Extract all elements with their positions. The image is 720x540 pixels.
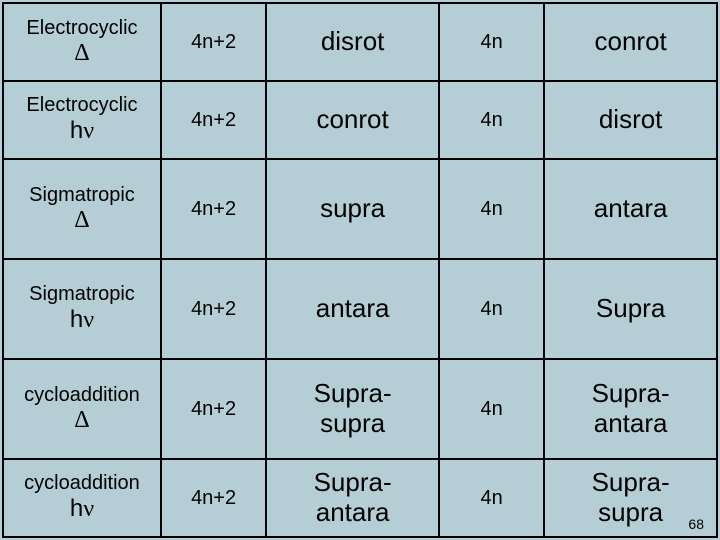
table-cell: 4n+2 <box>161 3 266 81</box>
cell-line2: antara <box>269 498 436 528</box>
cell-title: Electrocyclic <box>6 17 158 40</box>
table-cell: antara <box>266 259 439 359</box>
table-cell: 4n+2 <box>161 159 266 259</box>
cell-line2: supra <box>269 409 436 439</box>
cell-line1: Supra- <box>269 379 436 409</box>
table-cell: ElectrocyclicΔ <box>3 3 161 81</box>
table-cell: supra <box>266 159 439 259</box>
table-cell: 4n <box>439 3 544 81</box>
table-cell: conrot <box>266 81 439 159</box>
nu-symbol: ν <box>83 307 94 333</box>
table-cell: conrot <box>544 3 717 81</box>
table-cell: Supra-antara <box>266 459 439 537</box>
table-cell: 4n <box>439 459 544 537</box>
page-number: 68 <box>688 516 704 532</box>
cell-condition: hν <box>6 495 158 524</box>
table-cell: Supra-supra <box>266 359 439 459</box>
cell-condition: Δ <box>6 407 158 435</box>
table-cell: Supra <box>544 259 717 359</box>
table-row: ElectrocyclicΔ4n+2disrot4nconrot <box>3 3 717 81</box>
cell-condition: Δ <box>6 40 158 68</box>
table-cell: 4n <box>439 359 544 459</box>
hv-prefix: h <box>70 495 83 522</box>
cell-title: cycloaddition <box>6 472 158 495</box>
table-cell: Supra-antara <box>544 359 717 459</box>
cell-line1: Supra- <box>547 379 714 409</box>
cell-title: Sigmatropic <box>6 184 158 207</box>
table-row: Electrocyclichν4n+2conrot4ndisrot <box>3 81 717 159</box>
table-cell: 4n+2 <box>161 359 266 459</box>
table-cell: disrot <box>544 81 717 159</box>
cell-condition: Δ <box>6 207 158 235</box>
nu-symbol: ν <box>83 496 94 522</box>
table-cell: 4n+2 <box>161 459 266 537</box>
table-row: cycloadditionΔ4n+2Supra-supra4nSupra-ant… <box>3 359 717 459</box>
rules-table: ElectrocyclicΔ4n+2disrot4nconrotElectroc… <box>2 2 718 538</box>
cell-title: Electrocyclic <box>6 94 158 117</box>
nu-symbol: ν <box>83 118 94 144</box>
cell-condition: hν <box>6 117 158 146</box>
table-cell: SigmatropicΔ <box>3 159 161 259</box>
table-cell: disrot <box>266 3 439 81</box>
table-cell: Sigmatropichν <box>3 259 161 359</box>
table-cell: Electrocyclichν <box>3 81 161 159</box>
table-cell: 4n <box>439 81 544 159</box>
delta-symbol: Δ <box>74 407 89 433</box>
table-cell: 4n <box>439 159 544 259</box>
table-cell: cycloadditionhν <box>3 459 161 537</box>
table-cell: 4n+2 <box>161 259 266 359</box>
table-cell: cycloadditionΔ <box>3 359 161 459</box>
table-cell: 4n+2 <box>161 81 266 159</box>
cell-line2: antara <box>547 409 714 439</box>
table-row: Sigmatropichν4n+2antara4nSupra <box>3 259 717 359</box>
table-row: cycloadditionhν4n+2Supra-antara4nSupra-s… <box>3 459 717 537</box>
delta-symbol: Δ <box>74 207 89 233</box>
delta-symbol: Δ <box>74 40 89 66</box>
table-cell: 4n <box>439 259 544 359</box>
hv-prefix: h <box>70 117 83 144</box>
hv-prefix: h <box>70 306 83 333</box>
table-row: SigmatropicΔ4n+2supra4nantara <box>3 159 717 259</box>
cell-condition: hν <box>6 306 158 335</box>
cell-title: cycloaddition <box>6 384 158 407</box>
cell-line1: Supra- <box>269 468 436 498</box>
cell-line1: Supra- <box>547 468 714 498</box>
table-cell: antara <box>544 159 717 259</box>
cell-title: Sigmatropic <box>6 283 158 306</box>
